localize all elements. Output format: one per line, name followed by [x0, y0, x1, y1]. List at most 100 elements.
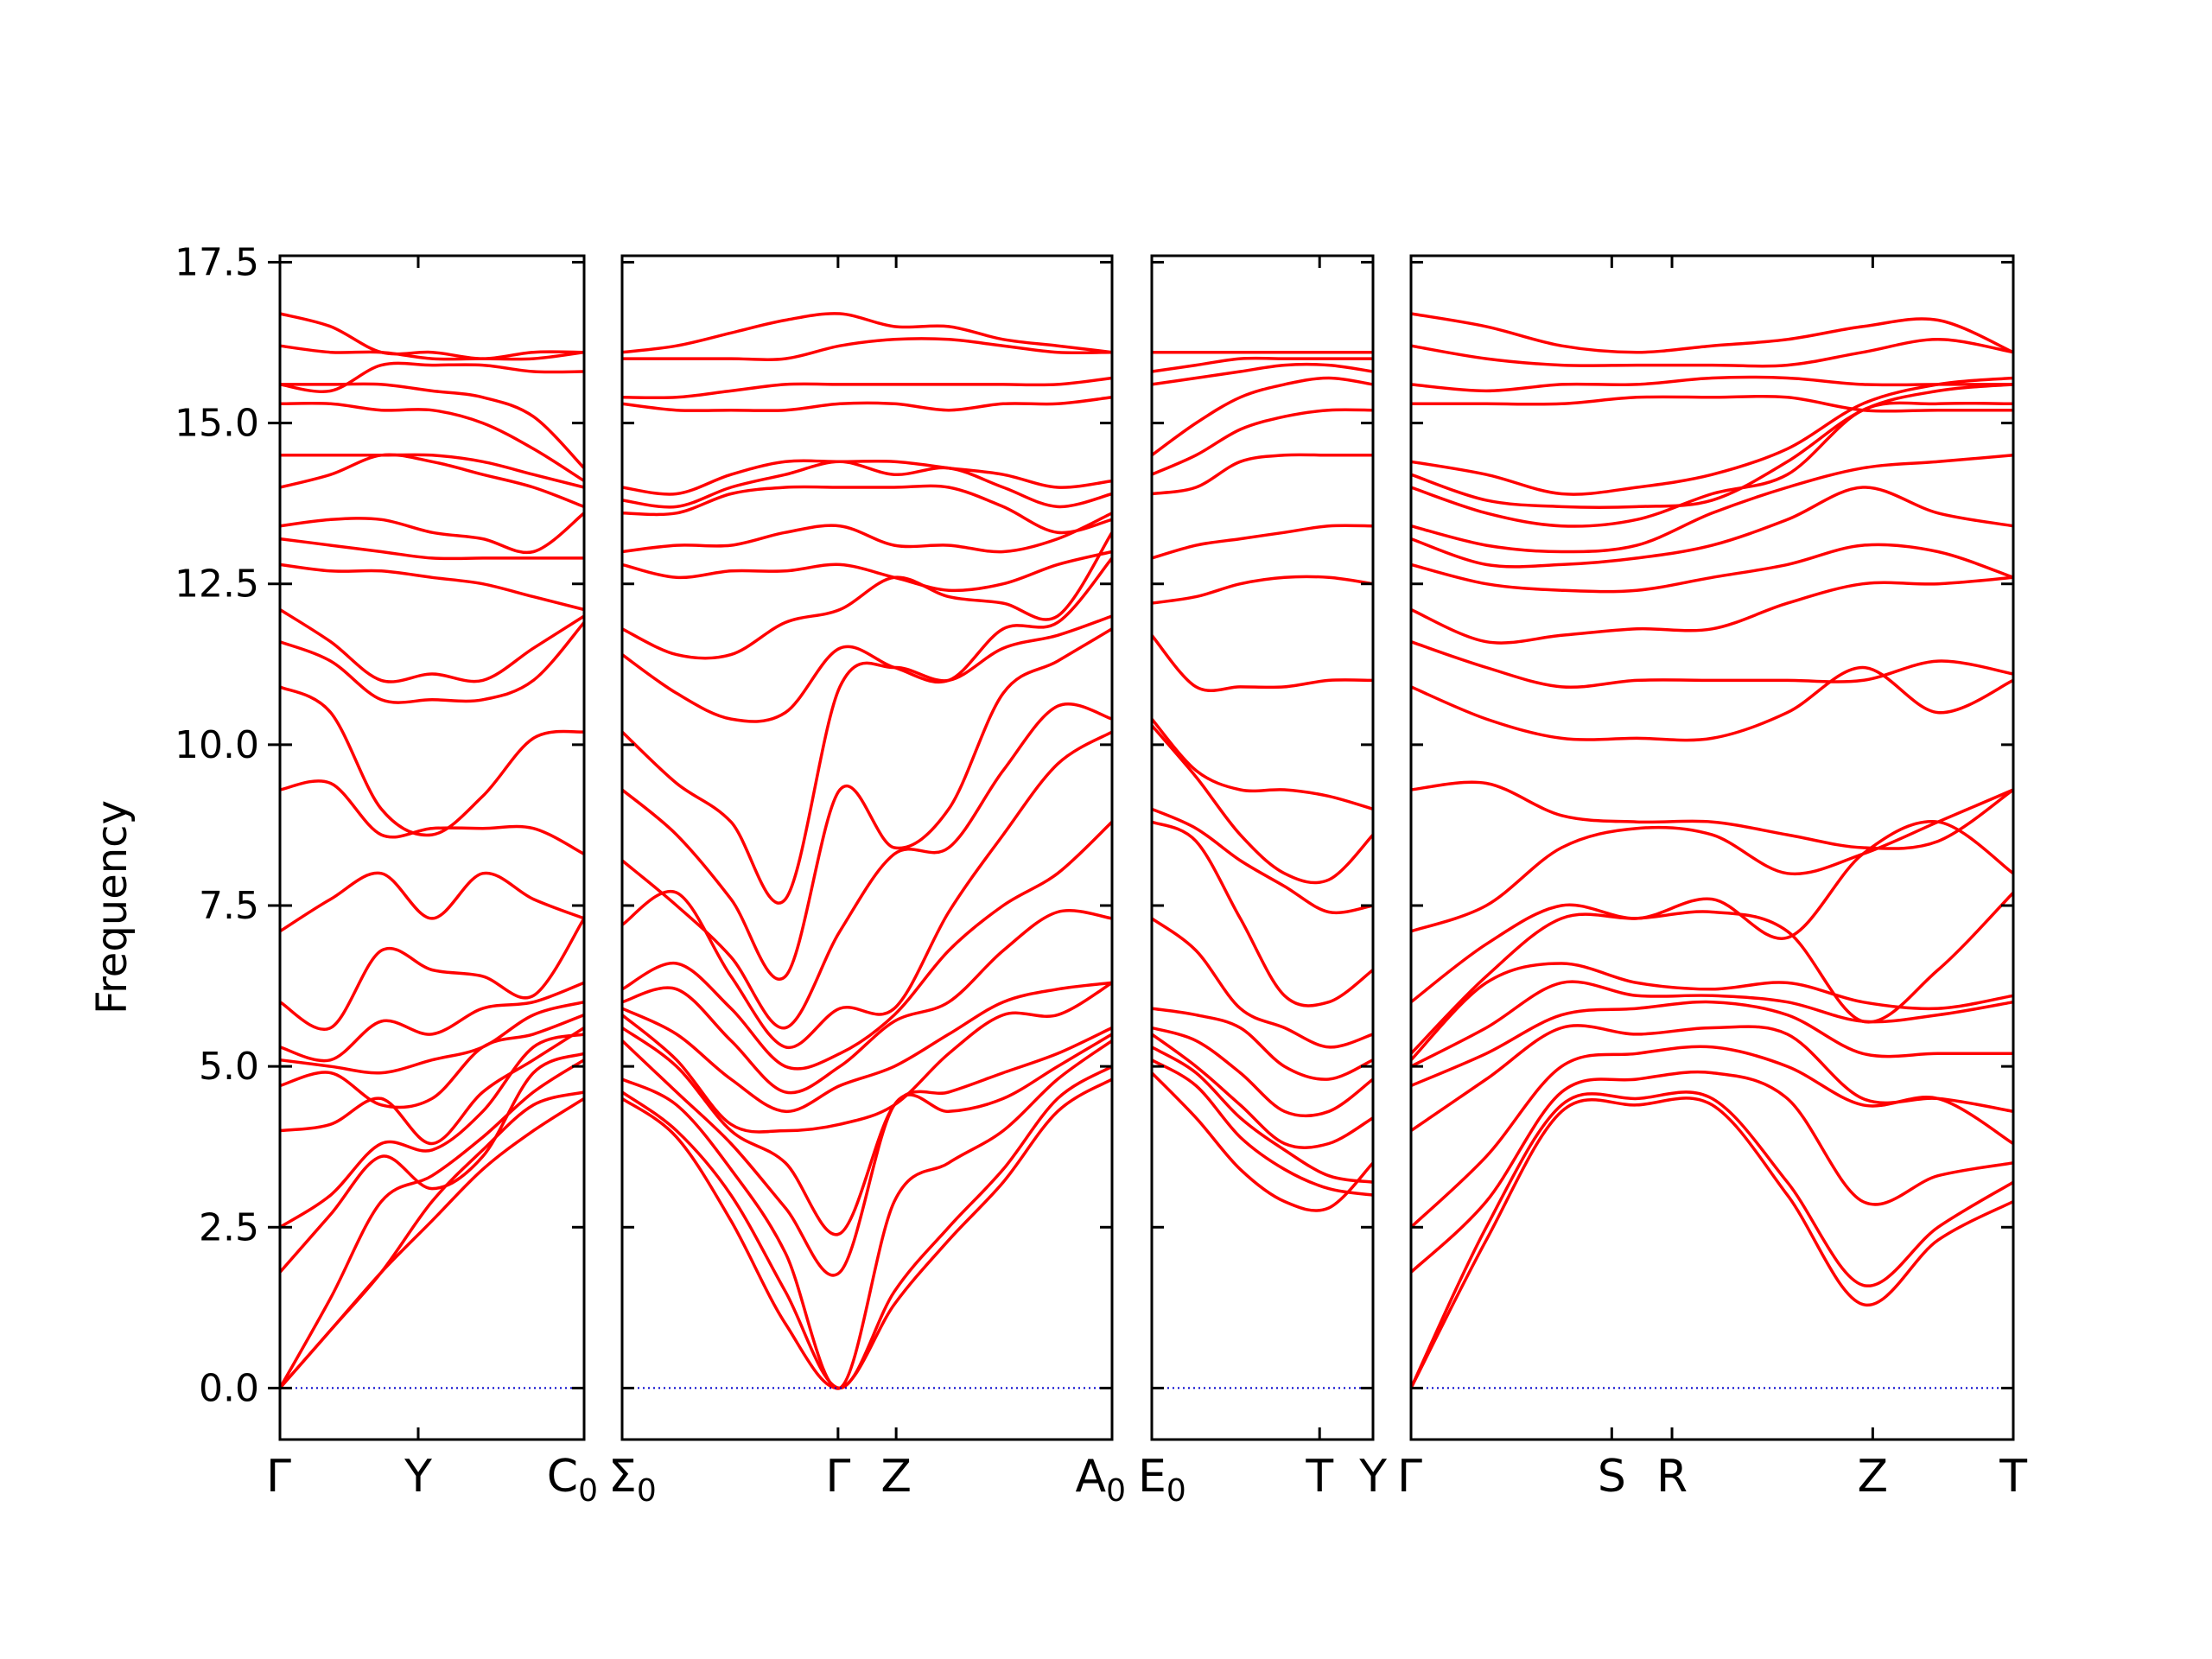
- band-line: [279, 1013, 585, 1109]
- x-tick-label: R: [1656, 1451, 1688, 1503]
- band-line: [1410, 640, 2014, 690]
- band-line: [279, 917, 586, 1031]
- band-line: [1151, 453, 1373, 496]
- band-line: [1410, 1024, 2014, 1133]
- band-line: [1410, 376, 2014, 496]
- band-line: [621, 512, 1113, 554]
- y-axis-label: Frequency: [88, 800, 137, 1014]
- y-tick-label: 5.0: [199, 1045, 259, 1089]
- y-tick-label: 12.5: [175, 563, 259, 607]
- x-tick-label: Y: [404, 1451, 432, 1503]
- y-tick-label: 10.0: [175, 723, 259, 767]
- x-tick-label: T: [1999, 1451, 2027, 1503]
- band-line: [620, 1026, 1113, 1236]
- band-line: [279, 361, 585, 393]
- panel-3: E0 T Y: [1138, 254, 1387, 1509]
- band-line: [279, 453, 585, 509]
- band-line: [1410, 780, 2014, 850]
- band-line: [279, 608, 585, 683]
- band-line: [1410, 383, 2014, 510]
- band-line: [1410, 486, 2014, 569]
- band-line: [279, 563, 585, 612]
- band-line: [1409, 962, 2014, 1061]
- y-tick-label: 7.5: [199, 884, 259, 928]
- band-line: [1150, 724, 1375, 885]
- band-line: [1409, 1090, 2014, 1389]
- band-line: [620, 1065, 1113, 1390]
- y-tick-label: 17.5: [175, 240, 259, 284]
- band-line: [279, 1033, 585, 1229]
- x-tick-label: C0: [547, 1451, 598, 1509]
- panels-layer: Γ Y C0 Σ0 Γ Z A0 E0 T Y Γ S R Z T: [266, 254, 2027, 1509]
- band-line: [1410, 1000, 2013, 1088]
- band-line: [278, 1096, 585, 1389]
- x-tick-label: S: [1598, 1451, 1626, 1503]
- band-line: [621, 312, 1113, 354]
- band-line: [621, 909, 1113, 1095]
- band-line: [279, 1000, 585, 1075]
- band-line: [1409, 1096, 2014, 1389]
- band-line: [621, 459, 1113, 496]
- x-tick-label: Z: [880, 1451, 912, 1503]
- x-tick-label: E0: [1138, 1451, 1186, 1509]
- band-line: [1410, 575, 2014, 645]
- band-line: [278, 1058, 585, 1389]
- band-line: [1151, 807, 1374, 915]
- y-tick-label: 0.0: [199, 1366, 259, 1410]
- band-line: [621, 396, 1113, 412]
- band-line: [279, 685, 585, 837]
- panel-1: Γ Y C0: [266, 254, 598, 1509]
- band-line: [621, 531, 1114, 660]
- band-line: [620, 627, 1113, 981]
- band-line: [621, 1039, 1114, 1390]
- band-line: [621, 460, 1113, 509]
- panel-2: Σ0 Γ Z A0: [608, 254, 1126, 1509]
- band-line: [1151, 1046, 1374, 1184]
- band-line: [279, 312, 585, 360]
- band-line: [1151, 1026, 1375, 1118]
- band-line: [1410, 312, 2014, 354]
- band-line: [279, 382, 586, 469]
- x-tick-label: Σ0: [608, 1451, 657, 1509]
- band-line: [1151, 1058, 1374, 1197]
- x-tick-label: Γ: [825, 1451, 850, 1503]
- x-tick-label: A0: [1076, 1451, 1126, 1509]
- band-line: [1409, 1045, 2014, 1229]
- band-line: [620, 1033, 1113, 1277]
- band-line: [620, 702, 1113, 1030]
- band-line: [620, 556, 1114, 723]
- band-line: [621, 981, 1113, 1114]
- x-tick-label: Γ: [266, 1451, 291, 1503]
- band-line: [279, 779, 585, 855]
- band-line: [621, 820, 1114, 1071]
- panel-frame: [1150, 254, 1375, 1441]
- band-line: [278, 1090, 585, 1389]
- band-line: [1151, 575, 1374, 605]
- band-line: [1150, 1071, 1375, 1212]
- band-line: [620, 614, 1113, 905]
- band-line: [1151, 408, 1374, 476]
- band-line: [621, 484, 1113, 535]
- band-line: [1409, 1070, 2014, 1274]
- band-line: [279, 401, 585, 483]
- band-line: [280, 453, 585, 489]
- band-line: [1410, 665, 2014, 742]
- band-line: [1410, 543, 2014, 594]
- band-line: [621, 376, 1113, 400]
- band-line: [1150, 376, 1374, 457]
- panel-frame: [1409, 254, 2015, 1441]
- band-line: [1151, 362, 1374, 386]
- band-line: [1410, 401, 2014, 528]
- y-tick-label: 15.0: [175, 402, 259, 446]
- band-line: [1409, 819, 2015, 1004]
- band-line: [621, 550, 1113, 593]
- band-line: [621, 337, 1113, 361]
- band-line: [279, 871, 585, 933]
- band-line: [1150, 717, 1374, 810]
- band-line: [1150, 634, 1374, 692]
- band-line: [1151, 524, 1374, 560]
- x-tick-label: T: [1305, 1451, 1333, 1503]
- band-line: [1410, 375, 2013, 393]
- band-line: [279, 1027, 585, 1146]
